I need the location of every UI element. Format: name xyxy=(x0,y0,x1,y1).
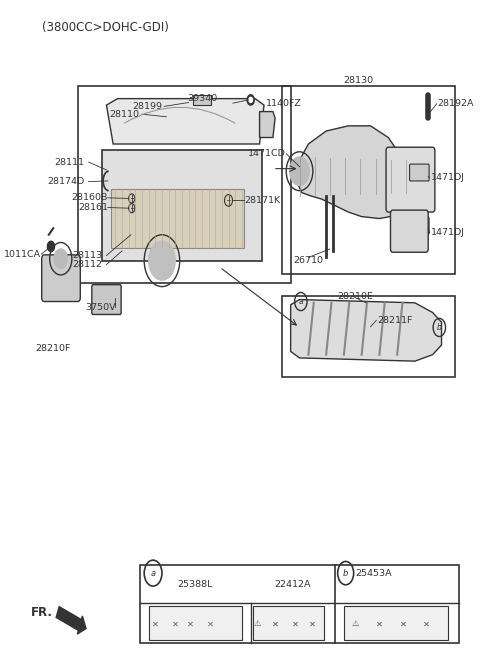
Text: ✕: ✕ xyxy=(172,619,179,628)
Text: ⚠: ⚠ xyxy=(351,619,359,628)
Text: ✕: ✕ xyxy=(291,619,299,628)
Polygon shape xyxy=(107,98,264,144)
Text: 28160B: 28160B xyxy=(72,193,108,202)
Text: 22412A: 22412A xyxy=(275,580,311,589)
Text: ✕: ✕ xyxy=(422,619,430,628)
Text: 39340: 39340 xyxy=(187,94,217,103)
Text: FR.: FR. xyxy=(31,605,53,618)
Text: ✕: ✕ xyxy=(152,619,159,628)
FancyBboxPatch shape xyxy=(409,164,429,181)
Polygon shape xyxy=(297,126,410,219)
Text: ✕: ✕ xyxy=(309,619,316,628)
Text: a: a xyxy=(299,297,303,306)
Text: 1011CA: 1011CA xyxy=(4,250,41,258)
Text: 28113: 28113 xyxy=(72,251,102,260)
Text: 28199: 28199 xyxy=(132,102,162,111)
FancyBboxPatch shape xyxy=(344,606,448,640)
Text: 28161: 28161 xyxy=(78,203,108,212)
Text: 3750V: 3750V xyxy=(85,303,115,312)
Text: 28111: 28111 xyxy=(54,158,84,167)
Text: ✕: ✕ xyxy=(376,619,383,628)
FancyBboxPatch shape xyxy=(92,284,121,314)
Circle shape xyxy=(149,242,175,280)
Text: 28171K: 28171K xyxy=(244,196,280,205)
Text: b: b xyxy=(437,323,442,332)
Circle shape xyxy=(249,98,252,102)
Circle shape xyxy=(48,242,55,251)
Text: 28192A: 28192A xyxy=(437,100,474,108)
FancyBboxPatch shape xyxy=(42,255,80,301)
FancyArrow shape xyxy=(56,607,86,634)
Text: 1140FZ: 1140FZ xyxy=(266,99,302,107)
Text: ✕: ✕ xyxy=(272,619,278,628)
Circle shape xyxy=(247,95,254,105)
Polygon shape xyxy=(260,111,275,137)
Circle shape xyxy=(290,157,309,186)
Circle shape xyxy=(54,249,67,268)
FancyBboxPatch shape xyxy=(102,150,262,260)
Polygon shape xyxy=(291,299,442,361)
Text: 1471DJ: 1471DJ xyxy=(431,229,465,238)
Text: ✕: ✕ xyxy=(400,619,408,628)
Text: 25388L: 25388L xyxy=(178,580,213,589)
Text: 1471DJ: 1471DJ xyxy=(431,173,465,182)
Text: ✕: ✕ xyxy=(187,619,194,628)
Text: 28174D: 28174D xyxy=(47,177,84,186)
Text: b: b xyxy=(343,568,348,577)
FancyBboxPatch shape xyxy=(391,210,428,252)
Text: 28210F: 28210F xyxy=(36,344,71,353)
Text: 28112: 28112 xyxy=(72,260,102,269)
FancyBboxPatch shape xyxy=(409,217,429,234)
FancyBboxPatch shape xyxy=(386,147,435,212)
Text: 26710: 26710 xyxy=(293,256,324,265)
Text: ✕: ✕ xyxy=(207,619,214,628)
Text: 25453A: 25453A xyxy=(355,568,392,577)
Text: a: a xyxy=(151,568,156,577)
FancyBboxPatch shape xyxy=(253,606,324,640)
Text: (3800CC>DOHC-GDI): (3800CC>DOHC-GDI) xyxy=(42,21,169,34)
Text: 28130: 28130 xyxy=(343,76,373,85)
Text: 28210E: 28210E xyxy=(337,292,373,301)
Text: 28211F: 28211F xyxy=(377,316,412,325)
FancyBboxPatch shape xyxy=(149,606,242,640)
FancyBboxPatch shape xyxy=(193,95,211,105)
FancyBboxPatch shape xyxy=(111,189,244,248)
Text: 28110: 28110 xyxy=(110,109,140,118)
Text: 1471CD: 1471CD xyxy=(248,149,286,158)
Text: ⚠: ⚠ xyxy=(253,619,261,628)
